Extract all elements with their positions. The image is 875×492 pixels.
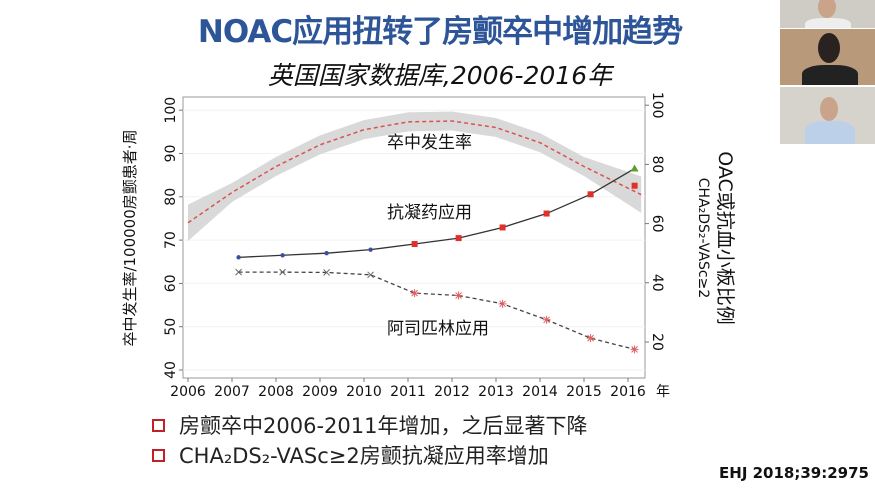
left-tick-label: 60 — [163, 274, 179, 292]
video-participant-1[interactable] — [780, 0, 875, 28]
anticoag-point — [630, 164, 639, 172]
x-tick-label: 2008 — [258, 384, 294, 400]
anticoag-point — [411, 241, 418, 248]
left-tick-label: 100 — [163, 97, 179, 124]
left-tick-label: 50 — [163, 318, 179, 336]
x-axis-suffix: 年 — [656, 384, 670, 400]
participant-body — [802, 65, 858, 85]
reference: EHJ 2018;39:2975 — [719, 464, 869, 482]
participant-avatar — [818, 0, 836, 18]
bullet-item: CHA₂DS₂-VASc≥2房颤抗凝应用率增加 — [152, 440, 587, 470]
x-tick-label: 2009 — [302, 384, 338, 400]
aspirin-point — [410, 289, 419, 298]
anticoag-point — [587, 191, 594, 198]
anticoag-point — [368, 247, 373, 252]
aspirin-line — [238, 271, 635, 351]
right-tick-label: 80 — [649, 155, 665, 173]
aspirin-point — [235, 268, 242, 276]
anticoag-point — [280, 253, 285, 258]
aspirin-series-label: 阿司匹林应用 — [387, 319, 489, 339]
x-tick-label: 2010 — [346, 384, 382, 400]
aspirin-point — [323, 269, 330, 276]
aspirin-point — [630, 345, 639, 354]
participant-avatar — [820, 97, 838, 121]
participant-body — [805, 121, 855, 144]
anticoag-point — [236, 255, 241, 260]
bullet-list: 房颤卒中2006-2011年增加，之后显著下降 CHA₂DS₂-VASc≥2房颤… — [152, 410, 587, 470]
anticoag-series-label: 抗凝药应用 — [387, 203, 472, 223]
aspirin-point — [279, 268, 286, 276]
x-tick-label: 2011 — [390, 384, 426, 400]
right-tick-label: 60 — [649, 215, 665, 233]
bullet-square-icon — [152, 418, 165, 432]
left-tick-label: 90 — [163, 145, 179, 163]
aspirin-point — [542, 315, 551, 324]
x-tick-label: 2015 — [566, 384, 602, 400]
right-tick-label: 100 — [649, 92, 665, 119]
aspirin-point — [367, 271, 374, 279]
aspirin-point — [454, 291, 463, 300]
right-tick-label: 40 — [649, 274, 665, 292]
left-tick-label: 80 — [163, 188, 179, 206]
aspirin-point — [586, 334, 595, 343]
anticoag-point-2016-alt — [631, 182, 638, 189]
anticoag-line — [238, 167, 635, 258]
bullet-text: 房颤卒中2006-2011年增加，之后显著下降 — [179, 414, 588, 438]
x-tick-label: 2014 — [522, 384, 558, 400]
bullet-text: CHA₂DS₂-VASc≥2房颤抗凝应用率增加 — [179, 444, 549, 468]
video-participant-2[interactable] — [780, 29, 875, 85]
stroke-rate-line — [187, 120, 642, 224]
anticoag-point — [543, 210, 550, 217]
bullet-item: 房颤卒中2006-2011年增加，之后显著下降 — [152, 410, 587, 440]
participant-avatar — [818, 33, 840, 63]
stroke-rate-confidence-band — [188, 111, 642, 241]
aspirin-point — [498, 299, 507, 308]
anticoag-point — [499, 224, 506, 231]
plot-frame — [182, 96, 646, 379]
right-tick-label: 20 — [649, 333, 665, 351]
stroke-series-label: 卒中发生率 — [387, 133, 472, 153]
slide-subtitle: 英国国家数据库,2006-2016年 — [267, 61, 613, 90]
slide-title: NOAC应用扭转了房颤卒中增加趋势 — [197, 14, 683, 50]
left-tick-label: 70 — [163, 231, 179, 249]
chart: 2006 2007 2008 2009 2010 2011 2012 2013 2014 2015… — [121, 92, 736, 400]
x-tick-label: 2007 — [214, 384, 250, 400]
x-tick-label: 2012 — [434, 384, 470, 400]
left-axis-label: 卒中发生率/100000房颤患者·周 — [121, 129, 139, 346]
x-tick-label: 2016 — [610, 384, 646, 400]
anticoag-point — [455, 235, 462, 242]
x-tick-label: 2013 — [478, 384, 514, 400]
participant-body — [805, 18, 851, 28]
video-participant-3[interactable] — [780, 87, 875, 144]
x-tick-label: 2006 — [170, 384, 206, 400]
left-tick-label: 40 — [163, 361, 179, 379]
bullet-square-icon — [152, 448, 165, 462]
right-axis-label-1: CHA₂DS₂-VASc≥2 — [695, 178, 711, 298]
right-axis-label-2: OAC或抗血小板比例 — [714, 151, 736, 325]
anticoag-point — [324, 251, 329, 256]
